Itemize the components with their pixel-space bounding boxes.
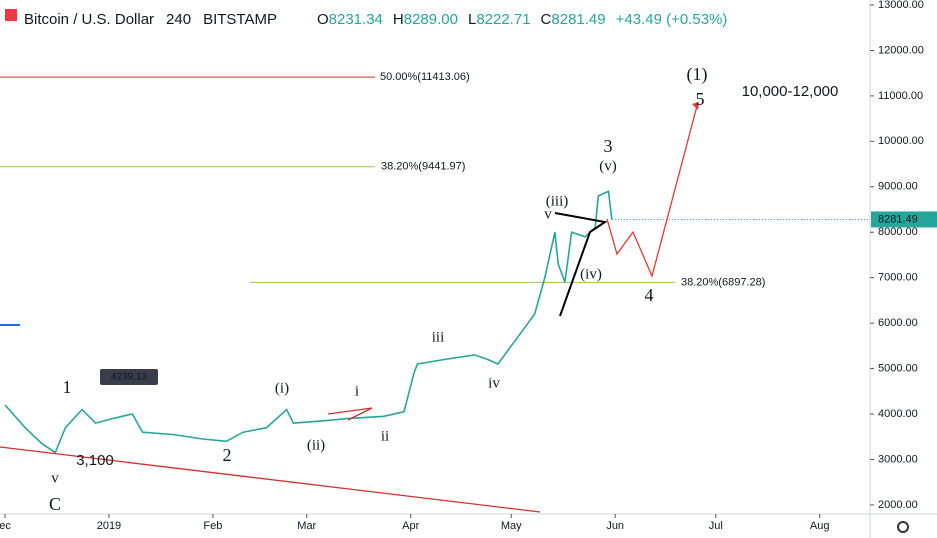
- y-tick-label: 12000.00: [878, 44, 924, 56]
- fib-label: 38.20%(9441.97): [381, 161, 465, 173]
- wave-label: (ii): [307, 437, 325, 453]
- x-tick-label: Jun: [606, 520, 624, 532]
- wave-label: 4: [645, 285, 654, 305]
- wave-label: 3: [604, 136, 613, 156]
- triangle: [554, 212, 608, 317]
- wave-label: v: [544, 206, 552, 222]
- header-field: BITSTAMP: [203, 11, 277, 28]
- wave-label: (iv): [580, 266, 602, 282]
- header-field: H: [393, 11, 404, 28]
- y-tick-label: 2000.00: [878, 499, 918, 511]
- y-tick-label: 11000.00: [878, 90, 923, 102]
- wave-label: v: [51, 470, 59, 486]
- price-note-box: [100, 369, 158, 385]
- wave-label: 10,000-12,000: [742, 83, 839, 100]
- header-field: +43.49 (+0.53%): [616, 11, 728, 28]
- y-tick-label: 3000.00: [878, 453, 918, 465]
- wave-label: iv: [488, 375, 500, 391]
- header-field: 8281.49: [551, 11, 605, 28]
- projection-arrow: [692, 102, 699, 110]
- wave-label: i: [355, 383, 359, 399]
- header-field: 240: [166, 11, 191, 28]
- y-tick-label: 4000.00: [878, 408, 918, 420]
- wave-label: (v): [599, 158, 617, 174]
- wave-label: 5: [696, 89, 705, 109]
- x-tick-label: May: [501, 520, 522, 532]
- header-field: 8222.71: [476, 11, 530, 28]
- x-tick-label: 2019: [97, 520, 121, 532]
- y-tick-label: 13000.00: [878, 0, 924, 11]
- header-field: 8289.00: [404, 11, 458, 28]
- projection: [606, 105, 698, 278]
- wave-label: (i): [275, 380, 289, 396]
- header-field: O: [317, 11, 329, 28]
- header-field: C: [541, 11, 552, 28]
- y-tick-label: 10000.00: [878, 135, 924, 147]
- wave-label: 3,100: [76, 452, 114, 469]
- price-line: [4, 190, 613, 454]
- wave-label: 4239.13: [111, 372, 148, 383]
- x-tick-label: ec: [0, 520, 11, 532]
- wave-label: iii: [432, 329, 445, 345]
- header: Bitcoin / U.S. Dollar 240 BITSTAMP O8231.34…: [24, 11, 727, 28]
- x-tick-label: Feb: [203, 520, 222, 532]
- wave-label: ii: [381, 428, 389, 444]
- header-field: Bitcoin / U.S. Dollar: [24, 11, 154, 28]
- gear[interactable]: [897, 521, 909, 533]
- wave-label: (1): [687, 64, 708, 85]
- header-field: L: [468, 11, 476, 28]
- y-tick-label: 6000.00: [878, 317, 918, 329]
- y-tick-label: 9000.00: [878, 181, 918, 193]
- trendline: [0, 446, 541, 513]
- y-tick-label: 5000.00: [878, 362, 918, 374]
- x-tick-label: Aug: [810, 520, 830, 532]
- channel: [327, 407, 373, 421]
- fib-label: 50.00%(11413.06): [380, 71, 470, 83]
- wave-label: (iii): [546, 193, 569, 209]
- y-tick-label: 8000.00: [878, 226, 918, 238]
- header-field: 8231.34: [329, 11, 383, 28]
- wave-label: C: [49, 494, 61, 514]
- x-tick-label: Jul: [709, 520, 723, 532]
- symbol-icon: [5, 9, 17, 21]
- last-price-box: [871, 211, 937, 228]
- x-tick-label: Apr: [402, 520, 419, 532]
- last-price-label: 8281.49: [878, 213, 918, 225]
- fib-label: 38.20%(6897.28): [681, 276, 765, 288]
- plot: [0, 76, 870, 454]
- x-tick-label: Mar: [297, 520, 316, 532]
- settings-icon[interactable]: [897, 521, 909, 533]
- wave-label: 1: [63, 377, 72, 397]
- wave-label: 2: [223, 445, 232, 465]
- y-tick-label: 7000.00: [878, 272, 918, 284]
